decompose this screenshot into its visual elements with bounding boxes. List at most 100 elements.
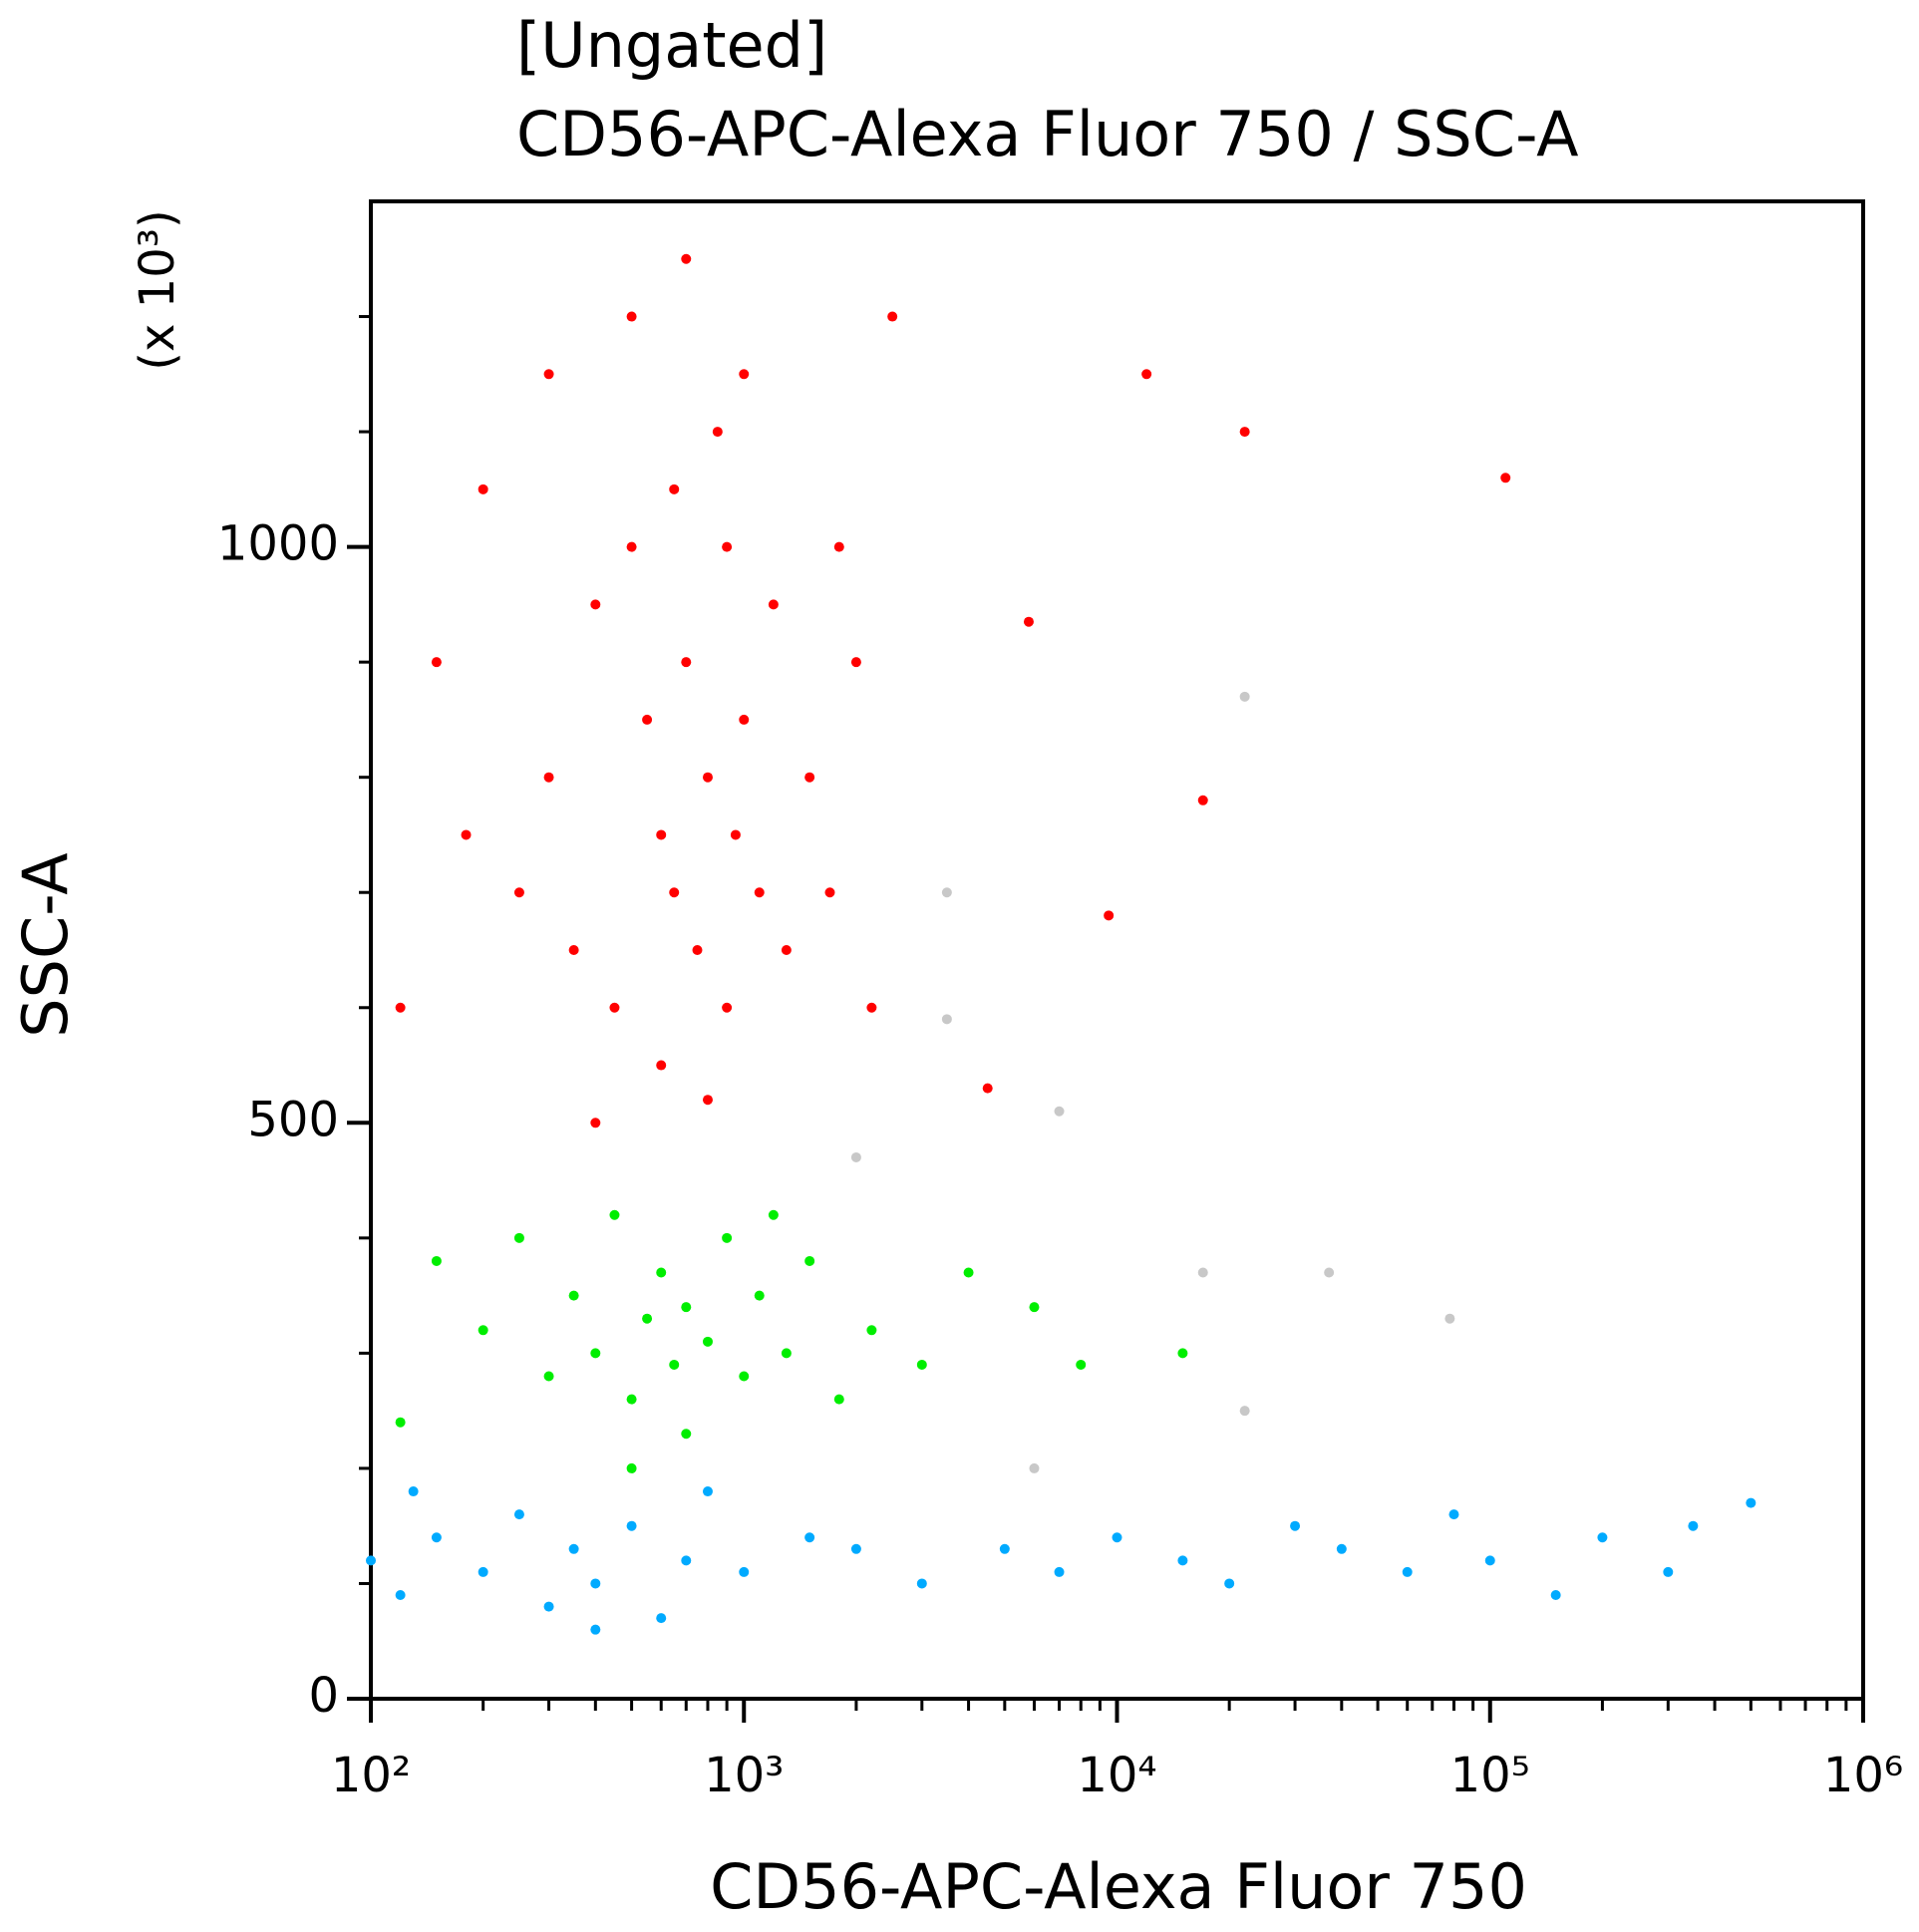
data-point xyxy=(543,369,554,380)
data-point xyxy=(626,1462,637,1473)
data-point xyxy=(692,945,703,955)
data-point xyxy=(1663,1566,1674,1577)
y-tick-label: 500 xyxy=(247,1092,339,1147)
data-point xyxy=(781,1348,792,1359)
data-point xyxy=(1197,795,1208,805)
data-point xyxy=(1239,691,1250,702)
data-point xyxy=(590,1624,601,1635)
data-point xyxy=(366,1555,376,1566)
x-tick-label: 10³ xyxy=(704,1748,784,1803)
data-point xyxy=(887,311,898,322)
x-tick-label: 10⁶ xyxy=(1823,1748,1903,1803)
data-point xyxy=(681,253,692,264)
x-tick-label: 10⁵ xyxy=(1450,1748,1530,1803)
data-point xyxy=(941,887,952,898)
data-point xyxy=(850,1543,861,1554)
data-point xyxy=(722,1002,733,1013)
data-point xyxy=(754,887,765,898)
data-point xyxy=(626,311,637,322)
data-point xyxy=(804,1532,815,1543)
data-point xyxy=(626,1520,637,1531)
data-point xyxy=(866,1002,877,1013)
data-point xyxy=(1177,1555,1188,1566)
data-point xyxy=(1029,1462,1040,1473)
data-point xyxy=(513,1232,524,1243)
data-point xyxy=(963,1267,974,1278)
data-point xyxy=(543,1371,554,1382)
data-point xyxy=(590,1348,601,1359)
data-point xyxy=(543,1601,554,1612)
data-point xyxy=(730,829,741,840)
data-point xyxy=(702,1095,713,1106)
data-point xyxy=(1029,1302,1040,1313)
data-point xyxy=(1239,427,1250,438)
data-point xyxy=(833,1394,844,1405)
data-point xyxy=(999,1543,1010,1554)
data-point xyxy=(513,887,524,898)
data-point xyxy=(568,1543,579,1554)
data-point xyxy=(768,1209,779,1220)
data-point xyxy=(1023,616,1034,627)
data-point xyxy=(609,1002,620,1013)
data-point xyxy=(669,887,680,898)
data-point xyxy=(395,1590,406,1601)
data-point xyxy=(1550,1590,1561,1601)
data-point xyxy=(702,1336,713,1347)
data-point xyxy=(642,714,653,725)
data-point xyxy=(395,1002,406,1013)
data-point xyxy=(543,772,554,783)
data-point xyxy=(982,1083,993,1094)
data-point xyxy=(1688,1520,1699,1531)
data-point xyxy=(461,829,472,840)
data-point xyxy=(669,483,680,494)
y-tick-label: 1000 xyxy=(217,516,339,572)
data-point xyxy=(1054,1566,1065,1577)
data-point xyxy=(626,1394,637,1405)
data-point xyxy=(1054,1106,1065,1117)
data-point xyxy=(1324,1267,1335,1278)
data-point xyxy=(681,1302,692,1313)
data-point xyxy=(804,1255,815,1266)
data-point xyxy=(568,1290,579,1301)
data-point xyxy=(1484,1555,1495,1566)
data-point xyxy=(754,1290,765,1301)
data-point xyxy=(824,887,835,898)
data-point xyxy=(408,1486,419,1497)
data-point xyxy=(1500,473,1511,483)
data-point xyxy=(1597,1532,1608,1543)
data-point xyxy=(669,1359,680,1370)
data-point xyxy=(702,1486,713,1497)
data-point xyxy=(1239,1406,1250,1417)
data-point xyxy=(1290,1520,1301,1531)
x-tick-label: 10⁴ xyxy=(1077,1748,1156,1803)
chart-subtitle: CD56-APC-Alexa Fluor 750 / SSC-A xyxy=(516,98,1579,170)
data-point xyxy=(478,1325,488,1336)
data-point xyxy=(1104,910,1115,921)
data-point xyxy=(431,1255,442,1266)
data-point xyxy=(1746,1497,1757,1508)
x-tick-label: 10² xyxy=(331,1748,411,1803)
data-point xyxy=(1448,1509,1459,1520)
data-point xyxy=(431,657,442,668)
y-axis-label: SSC-A xyxy=(9,852,82,1037)
data-point xyxy=(1224,1578,1235,1589)
data-point xyxy=(681,1555,692,1566)
data-point xyxy=(1112,1532,1122,1543)
data-point xyxy=(609,1209,620,1220)
data-point xyxy=(590,599,601,610)
data-point xyxy=(916,1359,927,1370)
data-point xyxy=(941,1014,952,1025)
chart-title: [Ungated] xyxy=(516,9,827,82)
data-point xyxy=(478,1566,488,1577)
data-point xyxy=(850,657,861,668)
data-point xyxy=(590,1578,601,1589)
data-point xyxy=(833,541,844,552)
x-axis-label: CD56-APC-Alexa Fluor 750 xyxy=(710,1850,1527,1923)
data-point xyxy=(804,772,815,783)
data-point xyxy=(768,599,779,610)
data-point xyxy=(1444,1313,1455,1324)
data-point xyxy=(656,1060,667,1071)
data-point xyxy=(431,1532,442,1543)
data-point xyxy=(656,829,667,840)
